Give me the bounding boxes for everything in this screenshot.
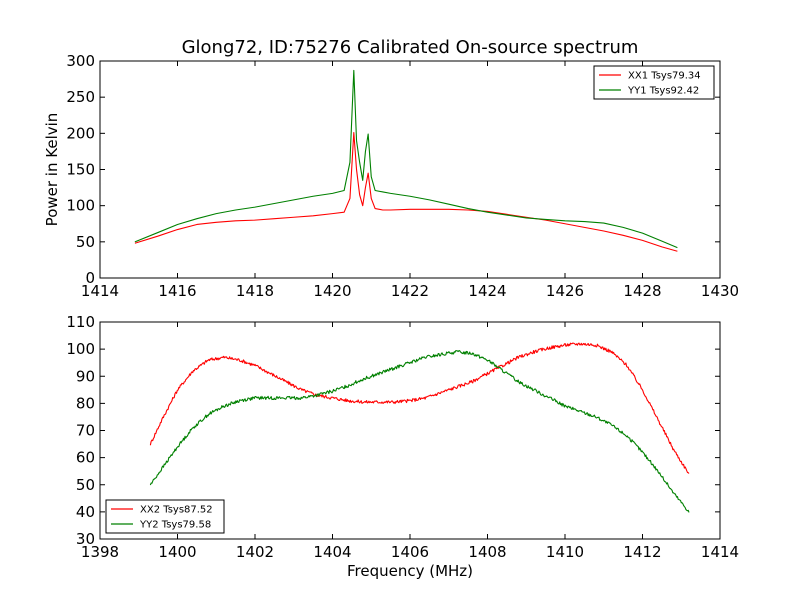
series-line-1 [149,342,690,474]
x-tick-label: 1414 [81,282,119,300]
x-tick-label: 1418 [236,282,274,300]
plot-panel-2: 1398 1400 1402 1404 1406 1408 1410 1412 1414 30 40… [66,313,739,580]
x-tick-label: 1412 [623,543,661,561]
y-tick-label: 0 [85,269,95,287]
x-tick-label: 1426 [546,282,584,300]
x-tick-label: 1400 [158,543,196,561]
x-tick-label: 1422 [391,282,429,300]
x-tick-label: 1428 [623,282,661,300]
x-axis-title: Frequency (MHz) [347,562,473,580]
y-tick-label: 150 [66,161,95,179]
x-tick-label: 1420 [313,282,351,300]
y-tick-label: 50 [76,233,95,251]
legend-label: XX1 Tsys79.34 [628,71,701,82]
y-tick-label: 30 [76,530,95,548]
x-tick-label: 1404 [313,543,351,561]
y-tick-label: 40 [76,503,95,521]
y-tick-label: 110 [66,313,95,331]
x-tick-label: 1402 [236,543,274,561]
legend-label: XX2 Tsys87.52 [140,505,213,516]
legend: XX2 Tsys87.52 YY2 Tsys79.58 [105,499,225,534]
legend-label: YY1 Tsys92.42 [627,86,699,97]
y-tick-label: 250 [66,88,95,106]
x-tick-label: 1398 [81,543,119,561]
plot-panel-1: 1414 1416 1418 1420 1422 1424 1426 1428 1430 0 50 1… [43,52,739,300]
x-tick-label: 1406 [391,543,429,561]
legend-label: YY2 Tsys79.58 [139,520,211,531]
x-tick-label: 1424 [468,282,506,300]
y-tick-label: 70 [76,422,95,440]
y-tick-label: 100 [66,340,95,358]
x-tick-label: 1416 [158,282,196,300]
x-tick-label: 1410 [546,543,584,561]
y-tick-label: 90 [76,367,95,385]
y-tick-label: 200 [66,124,95,142]
legend: XX1 Tsys79.34 YY1 Tsys92.42 [593,65,715,100]
legend-box [593,65,715,100]
y-tick-label: 50 [76,476,95,494]
x-tick-label: 1430 [701,282,739,300]
chart-title: Glong72, ID:75276 Calibrated On-source s… [182,37,639,58]
y-tick-label: 300 [66,52,95,70]
y-tick-label: 60 [76,449,95,467]
y-tick-label: 100 [66,197,95,215]
y-axis-title: Power in Kelvin [43,113,61,227]
x-tick-label: 1414 [701,543,739,561]
series-line-1 [134,132,678,252]
x-tick-label: 1408 [468,543,506,561]
y-tick-label: 80 [76,394,95,412]
series-line-2 [134,69,678,249]
legend-box [105,499,225,534]
series-line-2 [149,350,690,513]
